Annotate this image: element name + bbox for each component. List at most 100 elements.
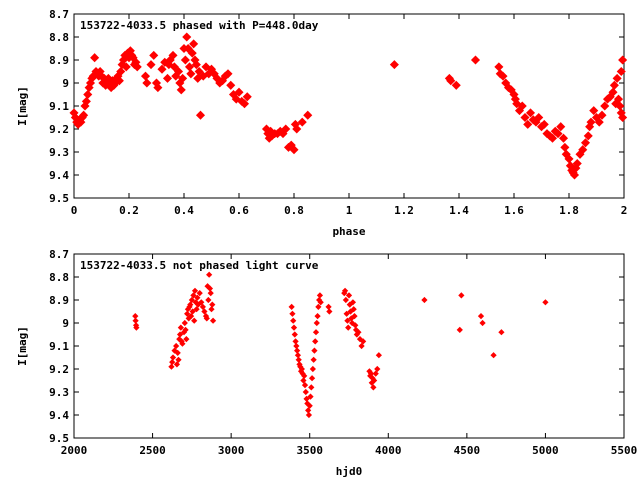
data-point <box>289 310 296 317</box>
tick-labels: 0 0.2 0.4 0.6 0.8 1 1.2 1.4 1.6 1.8 2 8.7 8.8 8.9 9 9.1… <box>49 8 627 217</box>
data-point <box>116 66 126 77</box>
x-tick-label: 0 <box>71 204 78 217</box>
data-point <box>208 306 215 313</box>
data-point <box>314 312 321 320</box>
phased-light-curve-panel: 0 0.2 0.4 0.6 0.8 1 1.2 1.4 1.6 1.8 2 8.7 8.8 8.9 9 9.1… <box>16 8 627 238</box>
data-point <box>345 292 353 299</box>
data-point <box>191 60 201 70</box>
y-tick-label: 8.8 <box>49 271 69 284</box>
data-point <box>312 329 320 336</box>
data-point <box>173 66 184 77</box>
data-point <box>542 299 549 306</box>
data-point <box>239 99 250 109</box>
data-point <box>140 71 151 81</box>
data-point <box>311 347 318 354</box>
data-point <box>326 308 333 315</box>
data-point <box>456 326 463 334</box>
x-tick-label: 5000 <box>532 444 559 457</box>
data-point <box>205 296 212 304</box>
data-point <box>355 329 362 336</box>
data-point <box>317 299 324 306</box>
data-point <box>149 50 159 60</box>
data-points <box>132 271 549 419</box>
tick-marks <box>73 253 625 439</box>
x-tick-label: 4000 <box>375 444 402 457</box>
y-tick-label: 8.7 <box>49 248 69 261</box>
x-tick-label: 5500 <box>611 444 638 457</box>
data-point <box>498 329 505 336</box>
data-point <box>344 317 351 324</box>
data-point <box>470 55 481 65</box>
data-point <box>207 289 214 297</box>
y-tick-label: 8.9 <box>49 54 69 67</box>
data-point <box>316 292 324 299</box>
plot-title: 153722-4033.5 not phased light curve <box>80 259 319 272</box>
data-point <box>341 287 349 294</box>
data-point <box>389 60 399 70</box>
data-point <box>223 69 233 79</box>
data-point <box>203 315 210 322</box>
x-tick-label: 0.2 <box>119 204 139 217</box>
data-point <box>293 342 300 350</box>
data-point <box>374 365 381 373</box>
data-point <box>301 381 309 389</box>
data-point <box>307 393 314 400</box>
data-point <box>90 53 100 63</box>
data-point <box>142 78 152 88</box>
data-point <box>302 388 309 396</box>
data-point <box>350 306 357 313</box>
data-point <box>79 110 89 120</box>
y-tick-label: 8.9 <box>49 294 69 307</box>
data-point <box>421 296 428 304</box>
data-point <box>349 299 357 306</box>
y-tick-label: 9.1 <box>49 340 69 353</box>
data-point <box>297 117 307 127</box>
data-point <box>176 85 186 95</box>
data-point <box>290 324 298 331</box>
data-point <box>295 356 302 363</box>
plot-area-frame <box>73 253 625 439</box>
x-tick-label: 1.6 <box>504 204 524 217</box>
data-point <box>181 319 188 327</box>
x-tick-label: 1.4 <box>449 204 469 217</box>
data-point <box>313 319 320 327</box>
data-point <box>189 39 199 49</box>
data-point <box>305 411 313 419</box>
data-point <box>291 331 298 338</box>
data-point <box>294 347 301 354</box>
data-point <box>178 73 188 83</box>
data-point <box>306 402 313 409</box>
data-point <box>191 317 198 324</box>
data-point <box>157 64 167 74</box>
data-point <box>494 62 504 72</box>
data-point <box>234 87 244 97</box>
data-point <box>242 92 252 102</box>
data-point <box>180 55 190 65</box>
data-point <box>477 312 485 320</box>
data-point <box>303 395 310 403</box>
data-point <box>290 317 297 324</box>
data-point <box>308 375 316 382</box>
data-point <box>446 76 456 86</box>
y-tick-label: 9.2 <box>49 363 69 376</box>
x-tick-label: 0.6 <box>229 204 249 217</box>
data-point <box>325 303 332 311</box>
data-point <box>187 48 197 58</box>
data-point <box>83 89 93 100</box>
x-tick-label: 2500 <box>139 444 166 457</box>
data-point <box>206 271 213 278</box>
data-point <box>498 71 508 81</box>
data-point <box>288 303 295 311</box>
data-point <box>162 73 173 83</box>
data-point <box>114 76 124 86</box>
data-point <box>168 363 175 370</box>
x-tick-label: 4500 <box>454 444 481 457</box>
x-tick-label: 0.4 <box>174 204 194 217</box>
data-point <box>209 301 216 308</box>
data-points <box>69 32 628 180</box>
data-point <box>371 377 378 384</box>
plot-area-frame <box>73 13 625 199</box>
data-point <box>303 110 313 120</box>
data-point <box>292 338 299 345</box>
data-point <box>375 352 382 359</box>
